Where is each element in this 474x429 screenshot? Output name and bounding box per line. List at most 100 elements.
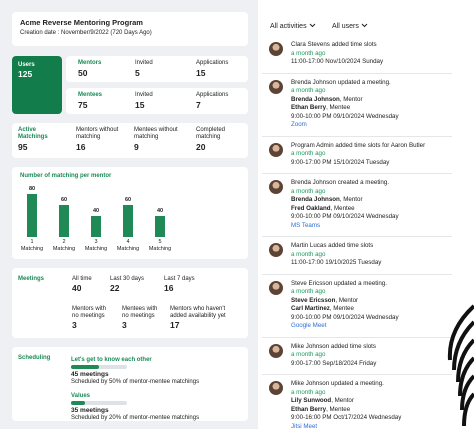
activity-title: Brenda Johnson updated a meeting. xyxy=(291,78,391,86)
participant-role: , Mentee xyxy=(329,305,354,312)
participant: Ethan Berry, Mentee xyxy=(291,104,452,113)
scheduling-card xyxy=(12,347,248,421)
avatar xyxy=(269,79,283,94)
participant: Brenda Johnson, Mentor xyxy=(291,96,452,105)
avatar xyxy=(269,381,283,395)
users-card xyxy=(12,56,62,114)
gap-value: 3 xyxy=(72,320,77,330)
stat-label: Mentors xyxy=(78,60,102,66)
mentors-card xyxy=(66,56,248,82)
participant-name: Ethan Berry xyxy=(291,405,327,413)
meeting-label: Last 30 days xyxy=(110,276,145,282)
bar xyxy=(123,204,133,237)
progress-fill xyxy=(71,365,99,369)
activity-time: 9:00-16:00 PM Oct/17/2024 Wednesday xyxy=(291,414,402,421)
filter-label: All activities xyxy=(270,23,307,30)
stat-value: 15 xyxy=(135,100,145,110)
activity-ago: a month ago xyxy=(291,150,326,157)
activity-time: 9:00-10:00 PM 09/10/2024 Wednesday xyxy=(291,313,399,321)
x-tick-label: 2 Matching xyxy=(52,239,76,252)
progress-fill xyxy=(71,401,85,405)
activity-ago: a month ago xyxy=(291,187,326,195)
participant: Brenda Johnson, Mentor xyxy=(291,196,452,205)
filter-users[interactable]: All users xyxy=(332,23,368,30)
header-card xyxy=(12,12,248,46)
matching-label: Mentees without matching xyxy=(134,127,178,140)
participant-name: Carl Martinez xyxy=(291,305,330,312)
stat-value: 75 xyxy=(78,100,88,110)
activity-ago: a month ago xyxy=(291,288,326,295)
schedule-note: Scheduled by 50% of mentor-mentee matchi… xyxy=(71,379,200,385)
activity-title: Clara Stevens added time slots xyxy=(291,41,377,48)
avatar xyxy=(269,280,283,295)
participant: Steve Ericsson, Mentor xyxy=(291,297,452,306)
x-tick-label: 5 Matching xyxy=(148,239,172,252)
gap-value: 17 xyxy=(170,320,180,330)
x-tick-label: 1 Matching xyxy=(20,239,44,252)
activity-time: 11:00-17:00 19/10/2025 Tuesday xyxy=(291,259,382,266)
progress-track xyxy=(71,401,127,405)
activity-item: Program Admin added time slots for Aaron… xyxy=(262,137,452,174)
title: Acme Reverse Mentoring Program xyxy=(20,18,143,27)
gap-label: Mentors with no meetings xyxy=(72,306,107,319)
platform-link[interactable]: Jitsi Meet xyxy=(291,422,318,429)
activity-time: 11:00-17:00 Nov/10/2024 Sunday xyxy=(291,58,384,65)
activity-item: Martin Lucas added time slots a month ago… xyxy=(262,237,452,275)
participant-role: , Mentee xyxy=(326,405,351,413)
platform-link[interactable]: Zoom xyxy=(291,121,307,128)
matching-value: 9 xyxy=(134,142,139,152)
matching-value: 16 xyxy=(76,142,86,152)
left-panel xyxy=(0,0,258,429)
value-label: 60 xyxy=(60,196,68,203)
meeting-value: 16 xyxy=(164,283,174,293)
bar xyxy=(27,194,37,237)
gap-value: 3 xyxy=(122,320,127,330)
bar xyxy=(155,215,165,237)
bar xyxy=(59,204,69,237)
participant: Ethan Berry, Mentee xyxy=(291,406,452,415)
participant: Fred Oakland, Mentee xyxy=(291,205,452,214)
x-tick-label: 3 Matching xyxy=(84,239,108,252)
activity-item: Brenda Johnson created a meeting. a month… xyxy=(262,174,452,237)
matching-value: 95 xyxy=(18,142,28,152)
meeting-label: Last 7 days xyxy=(164,276,195,282)
meetings-title: Meetings xyxy=(18,276,45,282)
progress-track xyxy=(71,365,127,369)
participant-name: Ethan Berry xyxy=(291,104,327,111)
participant-name: Brenda Johnson xyxy=(291,95,340,103)
activity-title: Brenda Johnson created a meeting. xyxy=(291,179,390,186)
filter-activities[interactable]: All activities xyxy=(270,23,316,30)
filter-label: All users xyxy=(332,23,359,30)
schedule-name: Let's get to know each other xyxy=(71,357,152,363)
value-label: 40 xyxy=(92,207,100,214)
creation-date: Creation date : November/9/2022 (720 Day… xyxy=(20,30,152,36)
gap-label: Mentors who haven't added availability y… xyxy=(170,306,226,319)
users-value: 125 xyxy=(18,69,33,79)
matching-label: Mentors without matching xyxy=(76,127,119,140)
value-label: 60 xyxy=(124,196,132,203)
activity-item: Mike Johnson updated a meeting. a month a… xyxy=(262,375,452,429)
activity-ago: a month ago xyxy=(291,87,326,94)
gap-label: Mentees with no meetings xyxy=(122,306,158,319)
stat-label: Invited xyxy=(135,60,153,66)
value-label: 40 xyxy=(156,207,164,214)
participant-role: , Mentee xyxy=(326,104,351,111)
platform-link[interactable]: MS Teams xyxy=(291,221,321,229)
stat-value: 50 xyxy=(78,68,88,78)
stat-value: 7 xyxy=(196,100,201,110)
schedule-meetings: 45 meetings xyxy=(71,371,109,378)
avatar xyxy=(269,343,283,358)
participant: Carl Martinez, Mentee xyxy=(291,305,452,314)
stat-label: Applications xyxy=(196,92,229,98)
activity-item: Brenda Johnson updated a meeting. a month… xyxy=(262,74,452,137)
stat-value: 5 xyxy=(135,68,140,78)
activity-time: 9:00-17:00 PM 15/10/2024 Tuesday xyxy=(291,158,390,166)
mentees-card xyxy=(66,88,248,114)
platform-link[interactable]: Google Meet xyxy=(291,322,327,329)
stat-value: 15 xyxy=(196,68,206,78)
x-tick-label: 4 Matching xyxy=(116,239,140,252)
chevron xyxy=(309,23,315,28)
participant-name: Brenda Johnson xyxy=(291,196,340,203)
avatar xyxy=(269,142,283,157)
